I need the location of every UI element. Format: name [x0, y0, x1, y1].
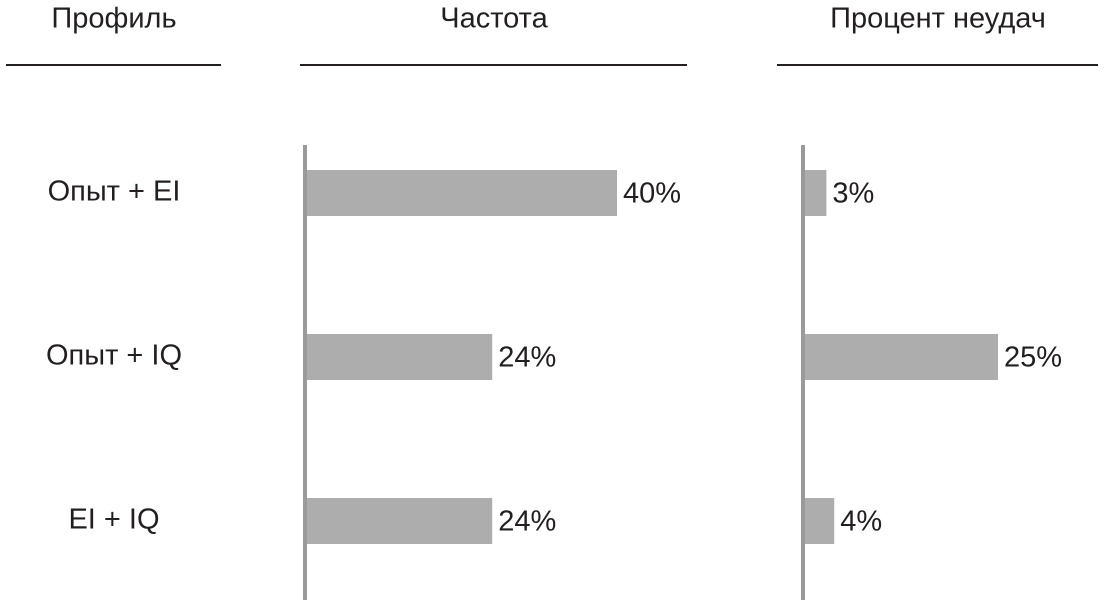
panel-title: Процент неудач	[830, 3, 1046, 35]
value-label: 24%	[498, 342, 556, 374]
value-label: 24%	[498, 506, 556, 538]
bar	[803, 498, 835, 544]
bar	[803, 334, 998, 380]
category-label: Опыт + EI	[48, 176, 181, 208]
bar	[305, 170, 617, 216]
value-label: 3%	[832, 178, 874, 210]
panel-title: Частота	[440, 3, 548, 35]
value-label: 4%	[840, 506, 882, 538]
value-label: 25%	[1004, 342, 1062, 374]
category-label: EI + IQ	[68, 504, 159, 536]
category-header: Профиль	[51, 3, 176, 35]
value-label: 40%	[623, 178, 681, 210]
category-label: Опыт + IQ	[46, 340, 182, 372]
bar	[803, 170, 827, 216]
bar	[305, 498, 493, 544]
bar	[305, 334, 493, 380]
